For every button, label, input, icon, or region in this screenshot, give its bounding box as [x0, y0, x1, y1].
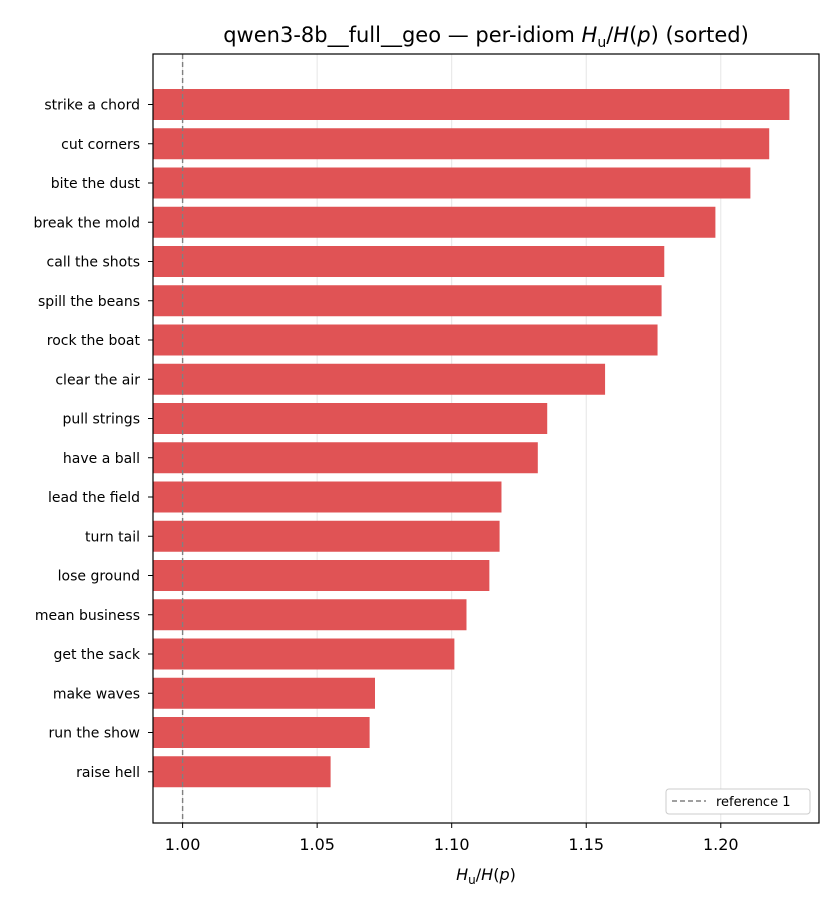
category-label-14: get the sack: [53, 647, 140, 663]
category-label-9: have a ball: [63, 451, 140, 467]
title-suffix: (sorted): [659, 23, 749, 47]
category-label-7: clear the air: [55, 372, 140, 388]
category-label-10: lead the field: [48, 490, 140, 506]
category-label-5: spill the beans: [38, 294, 140, 310]
x-tick-label-3: 1.15: [568, 835, 604, 854]
category-label-16: run the show: [48, 726, 140, 742]
category-label-12: lose ground: [58, 569, 140, 585]
bars: [153, 89, 790, 788]
category-label-1: cut corners: [61, 137, 140, 153]
bar-4: [153, 246, 665, 277]
bar-6: [153, 324, 658, 356]
x-tick-labels: 1.00 1.05 1.10 1.15 1.20: [165, 823, 739, 854]
bar-15: [153, 677, 375, 709]
category-label-0: strike a chord: [44, 98, 140, 114]
title-prefix: qwen3-8b__full__geo — per-idiom: [223, 23, 581, 48]
category-label-6: rock the boat: [47, 333, 141, 349]
legend: reference 1: [665, 788, 811, 815]
category-label-3: break the mold: [34, 215, 141, 231]
bar-16: [153, 717, 370, 748]
bar-10: [153, 481, 502, 513]
x-axis-label: Hu/H(p): [456, 865, 516, 887]
chart-title: qwen3-8b__full__geo — per-idiom Hu/H(p) …: [223, 23, 749, 51]
bar-5: [153, 285, 662, 317]
bar-11: [153, 520, 500, 552]
x-tick-label-0: 1.00: [165, 835, 201, 854]
category-label-8: pull strings: [63, 412, 140, 428]
x-tick-label-1: 1.05: [299, 835, 335, 854]
bar-8: [153, 403, 548, 434]
bar-3: [153, 206, 716, 238]
category-label-2: bite the dust: [51, 176, 141, 192]
category-label-15: make waves: [53, 686, 140, 702]
legend-box: [665, 788, 811, 815]
x-tick-label-4: 1.20: [703, 835, 739, 854]
bar-13: [153, 599, 467, 631]
category-label-17: raise hell: [76, 765, 140, 781]
plot-frame: [152, 53, 820, 824]
bar-0: [153, 89, 790, 120]
bar-2: [153, 167, 751, 199]
bar-14: [153, 638, 455, 670]
bar-17: [153, 756, 331, 788]
bar-12: [153, 560, 490, 591]
category-label-4: call the shots: [47, 255, 140, 271]
y-tick-labels: strike a chord cut corners bite the dust br…: [34, 98, 153, 781]
bar-1: [153, 128, 770, 160]
legend-label: reference 1: [716, 795, 790, 810]
bar-7: [153, 363, 606, 395]
x-tick-label-2: 1.10: [434, 835, 470, 854]
bar-9: [153, 442, 538, 474]
category-label-11: turn tail: [85, 529, 140, 545]
category-label-13: mean business: [35, 608, 140, 624]
